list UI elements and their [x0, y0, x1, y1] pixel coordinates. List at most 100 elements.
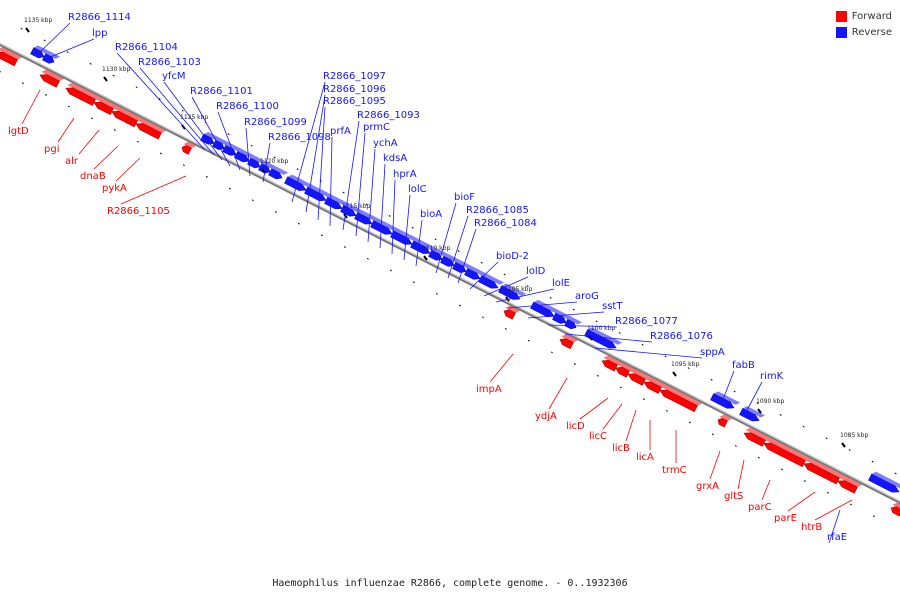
forward-gene-label: parC — [748, 502, 772, 513]
gene-body — [763, 442, 806, 468]
forward-leader — [489, 353, 514, 383]
forward-leader — [57, 117, 75, 143]
reverse-gene-label: bioF — [454, 192, 475, 203]
gene-bevel — [137, 118, 166, 133]
reverse-gene — [258, 161, 277, 174]
minor-tick — [803, 480, 806, 483]
reverse-gene-label: aroG — [575, 291, 599, 302]
minor-tick — [849, 503, 852, 506]
forward-gene-label: htrB — [801, 522, 822, 533]
gene-body — [65, 87, 96, 106]
minor-tick — [572, 308, 575, 311]
minor-tick — [733, 390, 736, 393]
forward-gene — [559, 334, 578, 350]
gene-bevel — [871, 471, 900, 489]
gene-bevel — [237, 149, 256, 159]
reverse-leader — [391, 179, 396, 255]
reverse-leader — [594, 347, 703, 359]
forward-swatch — [835, 10, 847, 22]
gene-body — [247, 157, 261, 169]
minor-tick — [780, 468, 783, 471]
reverse-leader — [547, 324, 618, 328]
forward-gene-label: alr — [65, 156, 79, 167]
gene-body — [258, 163, 271, 174]
reverse-gene-label: kdsA — [383, 153, 407, 164]
minor-tick — [664, 355, 667, 358]
reverse-gene-label: R2866_1098 — [268, 132, 331, 143]
gene-bevel — [765, 437, 810, 461]
reverse-gene-label: R2866_1085 — [466, 205, 529, 216]
reverse-leader — [495, 288, 555, 303]
minor-tick — [710, 378, 713, 381]
reverse-gene-label: R2866_1103 — [138, 57, 201, 68]
reverse-leader — [447, 215, 469, 279]
forward-gene — [627, 368, 650, 386]
reverse-leader — [217, 111, 241, 171]
tick-label: 1120 kbp — [260, 158, 288, 165]
minor-tick — [297, 222, 300, 225]
major-tick — [103, 76, 108, 82]
reverse-leader — [415, 219, 423, 267]
gene-bevel — [250, 155, 267, 164]
forward-gene — [743, 427, 770, 447]
reverse-leader — [342, 120, 360, 231]
reverse-gene — [440, 254, 461, 267]
forward-gene — [601, 355, 622, 372]
major-tick — [343, 213, 348, 219]
forward-leader — [548, 377, 568, 410]
reverse-gene-label: lpp — [92, 28, 107, 39]
minor-tick — [182, 164, 185, 167]
reverse-leader — [317, 106, 326, 221]
minor-tick — [228, 187, 231, 190]
gene-bevel — [0, 47, 22, 60]
reverse-gene — [464, 266, 487, 280]
minor-tick — [711, 433, 714, 436]
gene-body — [739, 408, 760, 422]
forward-gene — [0, 47, 22, 67]
gene-bevel — [719, 414, 732, 421]
forward-gene — [717, 414, 732, 428]
minor-tick — [343, 246, 346, 248]
tick-label: 1085 kbp — [840, 432, 868, 439]
minor-tick — [274, 211, 277, 213]
minor-tick — [296, 168, 299, 171]
minor-tick — [342, 191, 345, 194]
gene-bevel — [561, 334, 578, 343]
gene-body — [559, 338, 574, 350]
reverse-leader — [163, 81, 223, 161]
minor-tick — [825, 437, 828, 440]
reverse-leader — [379, 163, 386, 249]
minor-tick — [320, 234, 323, 237]
reverse-gene-label: ychA — [373, 138, 398, 149]
minor-tick — [366, 257, 369, 260]
tick-label: 1095 kbp — [671, 361, 699, 368]
minor-tick — [66, 51, 69, 54]
reverse-leader — [527, 311, 605, 319]
minor-tick — [872, 515, 875, 518]
gene-body — [181, 145, 192, 155]
gene-body — [503, 309, 516, 320]
minor-tick — [388, 215, 391, 217]
reverse-gene — [498, 283, 527, 300]
reverse-gene-label: fabB — [732, 360, 755, 371]
gene-body — [340, 205, 357, 217]
reverse-gene-label: R2866_1095 — [323, 96, 386, 107]
minor-tick — [434, 238, 437, 241]
reverse-leader — [116, 52, 206, 151]
forward-gene-label: impA — [476, 384, 502, 395]
reverse-gene-label: R2866_1100 — [216, 101, 279, 112]
reverse-gene-label: lolE — [552, 278, 570, 289]
forward-gene-label: R2866_1105 — [107, 206, 170, 217]
gene-bevel — [393, 228, 419, 241]
minor-tick — [90, 117, 93, 120]
forward-gene — [111, 106, 142, 128]
forward-gene-label: grxA — [696, 481, 719, 492]
minor-tick — [480, 261, 483, 264]
minor-tick — [826, 491, 829, 494]
gene-bevel — [645, 376, 666, 388]
gene-bevel — [67, 82, 100, 100]
forward-gene-label: dnaB — [80, 171, 106, 182]
minor-tick — [526, 285, 529, 288]
tick-label: 1135 kbp — [24, 17, 52, 24]
